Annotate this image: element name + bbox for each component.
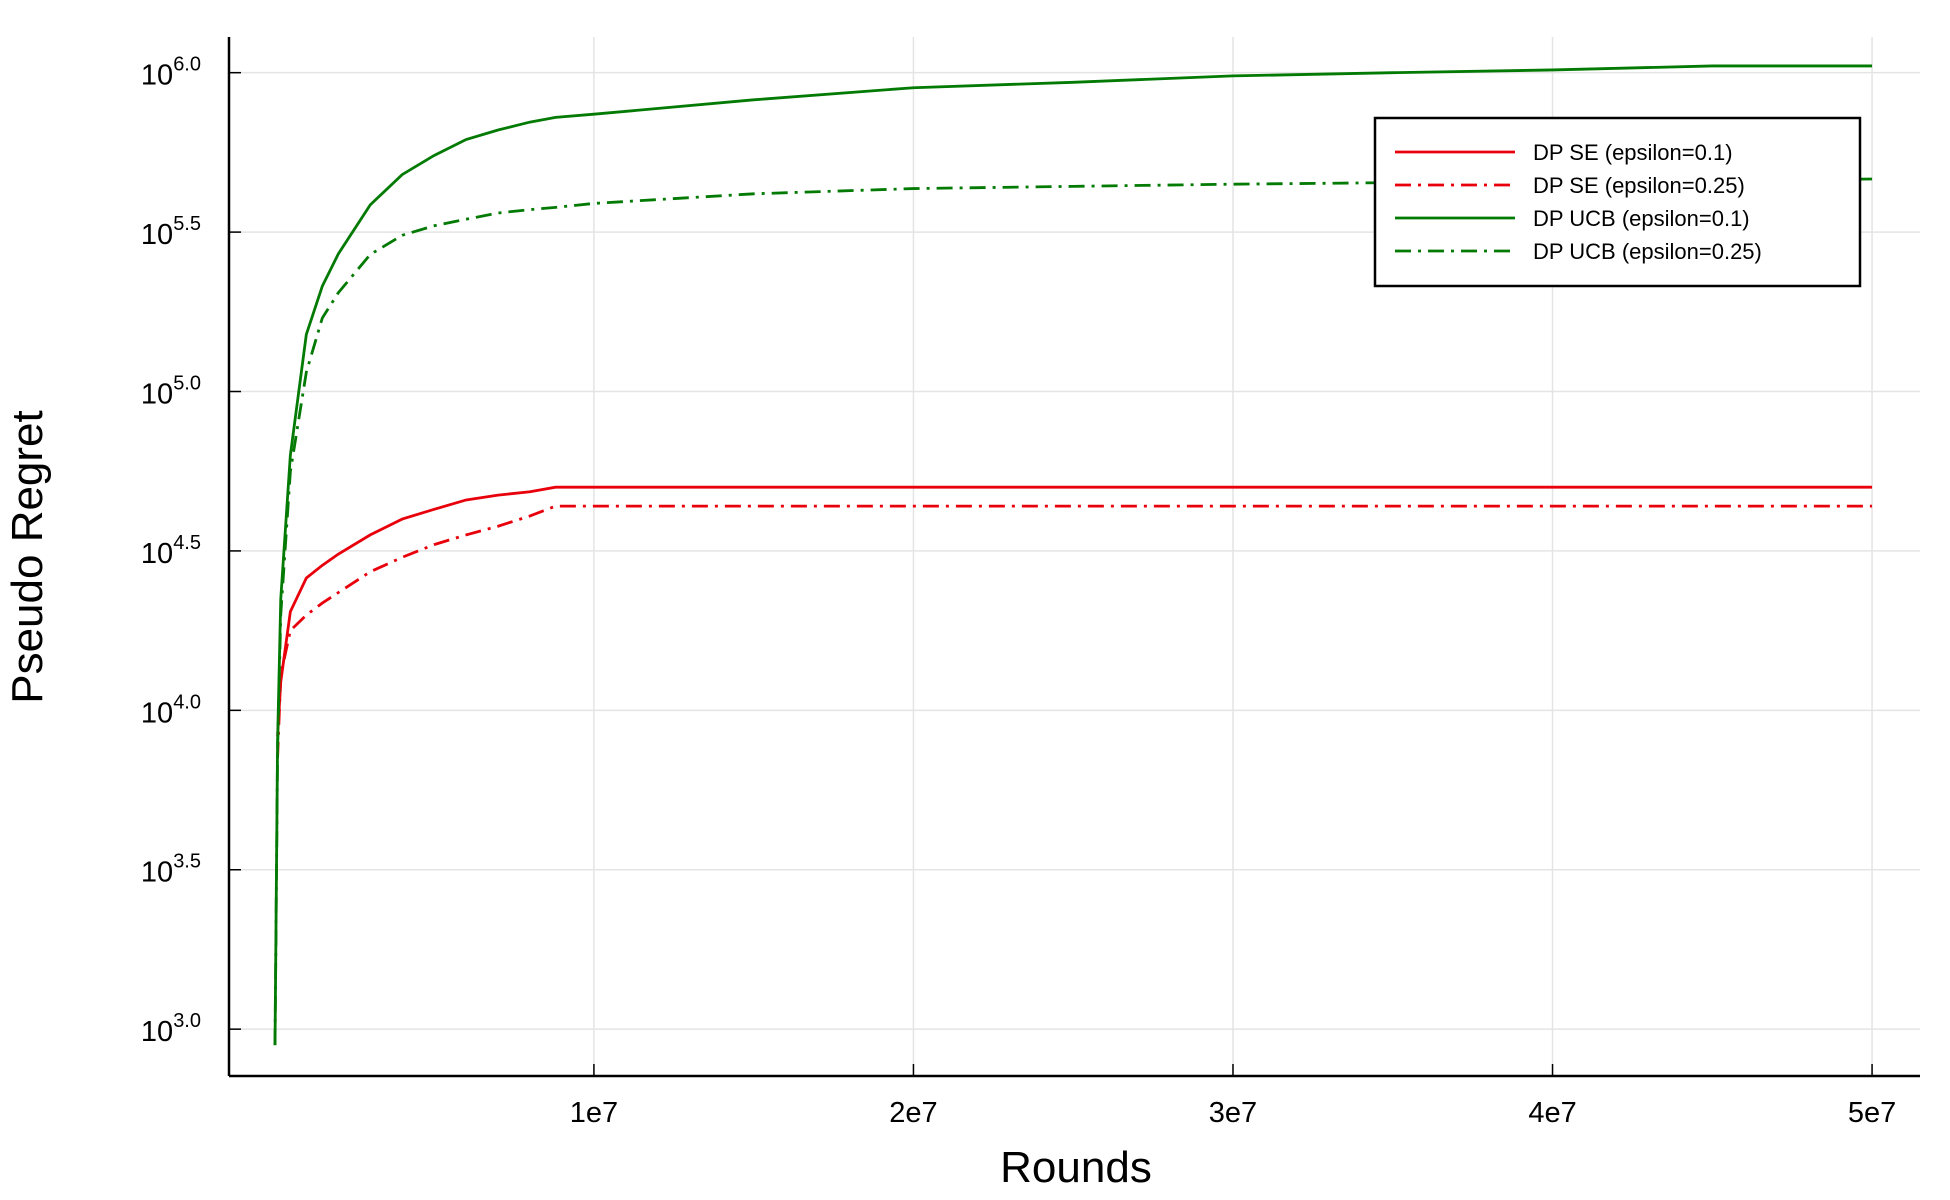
y-tick-base: 10 <box>141 379 173 411</box>
y-tick-base: 10 <box>141 60 173 92</box>
data-line <box>276 504 1873 758</box>
y-tick-exponent: 4.5 <box>173 532 201 554</box>
legend-label: DP UCB (epsilon=0.25) <box>1533 239 1762 264</box>
y-tick-base: 10 <box>141 857 173 889</box>
y-tick-label: 106.0 <box>141 54 201 92</box>
y-tick-base: 10 <box>141 538 173 570</box>
legend-label: DP SE (epsilon=0.25) <box>1533 173 1745 198</box>
y-tick-label: 105.0 <box>141 373 201 411</box>
y-tick-base: 10 <box>141 697 173 729</box>
legend-label: DP SE (epsilon=0.1) <box>1533 140 1733 165</box>
x-tick-label: 1e7 <box>570 1097 618 1129</box>
y-tick-base: 10 <box>141 1016 173 1048</box>
data-line <box>273 64 1873 1046</box>
y-tick-exponent: 3.0 <box>173 1010 201 1032</box>
y-tick-base: 10 <box>141 219 173 251</box>
data-line <box>276 485 1873 737</box>
x-axis-label: Rounds <box>1000 1143 1152 1192</box>
y-tick-label: 103.5 <box>141 851 201 889</box>
y-tick-exponent: 5.0 <box>173 373 201 395</box>
y-tick-exponent: 5.5 <box>173 213 201 235</box>
data-line <box>273 177 1873 1046</box>
y-tick-label: 104.5 <box>141 532 201 570</box>
y-tick-label: 104.0 <box>141 691 201 729</box>
x-tick-label: 2e7 <box>889 1097 937 1129</box>
x-tick-label: 4e7 <box>1528 1097 1576 1129</box>
y-tick-exponent: 4.0 <box>173 691 201 713</box>
y-tick-label: 105.5 <box>141 213 201 251</box>
y-tick-exponent: 6.0 <box>173 54 201 76</box>
x-tick-label: 5e7 <box>1848 1097 1896 1129</box>
x-tick-label: 3e7 <box>1209 1097 1257 1129</box>
legend-label: DP UCB (epsilon=0.1) <box>1533 206 1750 231</box>
y-axis-label: Pseudo Regret <box>3 410 52 704</box>
y-tick-label: 103.0 <box>141 1010 201 1048</box>
y-tick-exponent: 3.5 <box>173 851 201 873</box>
legend-box <box>1373 116 1862 288</box>
